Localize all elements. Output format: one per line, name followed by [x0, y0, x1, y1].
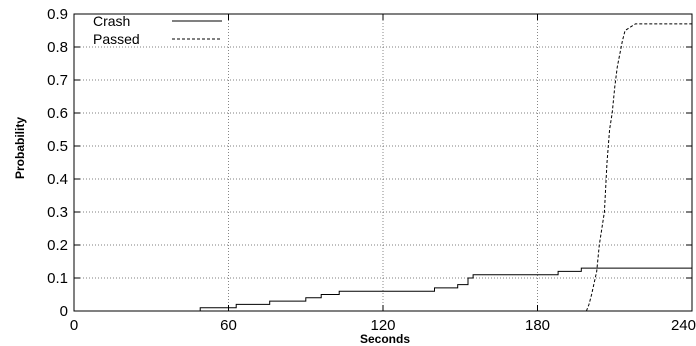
legend-label-crash: Crash: [93, 13, 130, 29]
x-tick-label: 120: [370, 317, 395, 334]
legend: Crash Passed: [93, 13, 222, 47]
x-tick-label: 0: [70, 317, 78, 334]
x-tick-label: 240: [671, 317, 696, 334]
y-tick-label: 0.6: [47, 105, 68, 122]
y-tick-label: 0.8: [47, 39, 68, 56]
grid-lines: [74, 14, 692, 311]
y-tick-label: 0.1: [47, 270, 68, 287]
x-axis-label: Seconds: [360, 332, 410, 346]
y-tick-label: 0.5: [47, 138, 68, 155]
y-tick-label: 0.9: [47, 6, 68, 23]
legend-label-passed: Passed: [93, 31, 140, 47]
series-line-passed: [585, 23, 692, 312]
y-axis-label: Probability: [13, 117, 27, 179]
axis-ticks: 0 0.1 0.2 0.3 0.4 0.5 0.6 0.7 0.8 0.9 0 60 120 180 240: [47, 6, 696, 334]
y-tick-label: 0.2: [47, 237, 68, 254]
y-tick-label: 0: [60, 303, 68, 320]
series-lines: [199, 23, 692, 312]
y-tick-label: 0.3: [47, 204, 68, 221]
x-tick-label: 180: [525, 317, 550, 334]
x-tick-label: 60: [220, 317, 237, 334]
series-line-crash: [199, 267, 692, 311]
y-tick-label: 0.7: [47, 72, 68, 89]
y-tick-label: 0.4: [47, 171, 68, 188]
